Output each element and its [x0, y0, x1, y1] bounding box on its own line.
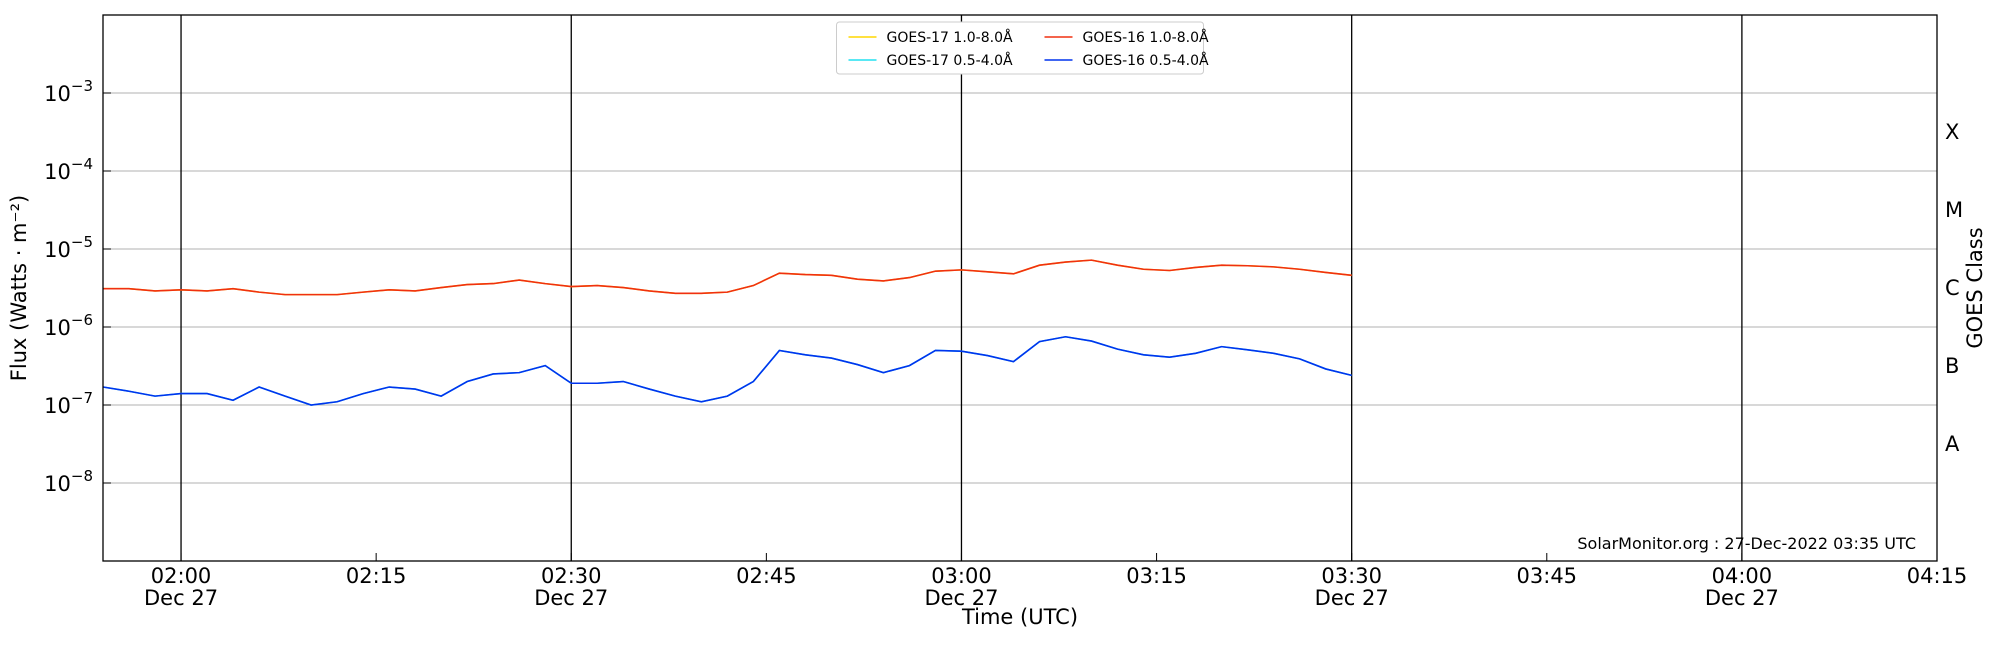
x-tick-date: Dec 27 [1315, 586, 1389, 610]
x-tick-label: 02:00 [151, 564, 212, 588]
y-tick-label: 10−6 [44, 311, 93, 340]
y-tick-exponent: −5 [71, 233, 93, 251]
y-tick-exponent: −4 [71, 155, 93, 173]
series-line [103, 259, 1352, 296]
y-tick-base: 10 [44, 472, 71, 496]
series-line [102, 335, 1352, 406]
series-line [102, 335, 1352, 406]
y-tick-base: 10 [44, 238, 71, 262]
y-tick-exponent: −6 [71, 311, 93, 329]
y-tick-base: 10 [44, 160, 71, 184]
annotation: SolarMonitor.org : 27-Dec-2022 03:35 UTC [1577, 534, 1916, 553]
x-tick-label: 03:15 [1126, 564, 1187, 588]
y-tick-base: 10 [44, 316, 71, 340]
y-tick-exponent: −7 [71, 389, 93, 407]
legend-label: GOES-17 1.0-8.0Å [887, 29, 1013, 46]
y2-tick-label: B [1945, 354, 1959, 378]
x-tick-date: Dec 27 [924, 586, 998, 610]
x-tick-date: Dec 27 [1705, 586, 1779, 610]
x-tick-label: 02:30 [541, 564, 602, 588]
x-tick-label: 04:15 [1907, 564, 1968, 588]
x-tick-label: 02:45 [736, 564, 797, 588]
y2-axis-label: GOES Class [1963, 227, 1987, 348]
legend-label: GOES-16 0.5-4.0Å [1083, 52, 1209, 69]
y-tick-exponent: −3 [71, 77, 93, 95]
x-tick-label: 03:45 [1517, 564, 1578, 588]
x-tick-label: 03:00 [931, 564, 992, 588]
y2-tick-label: M [1945, 198, 1963, 222]
x-axis-label: Time (UTC) [961, 605, 1078, 629]
y-tick-label: 10−4 [44, 155, 93, 184]
y-tick-label: 10−3 [44, 77, 93, 106]
legend-box [836, 21, 1204, 75]
y2-tick-label: X [1945, 120, 1959, 144]
y2-tick-label: A [1945, 432, 1960, 456]
legend-label: GOES-16 1.0-8.0Å [1083, 29, 1209, 46]
y-tick-base: 10 [44, 394, 71, 418]
x-tick-date: Dec 27 [144, 586, 218, 610]
x-tick-label: 02:15 [346, 564, 407, 588]
y-tick-exponent: −8 [71, 467, 93, 485]
y2-tick-label: C [1945, 276, 1960, 300]
x-tick-label: 03:30 [1321, 564, 1382, 588]
y-tick-base: 10 [44, 82, 71, 106]
y-tick-label: 10−8 [44, 467, 93, 496]
y-tick-label: 10−5 [44, 233, 93, 262]
series-line [103, 259, 1352, 296]
legend-label: GOES-17 0.5-4.0Å [887, 52, 1013, 69]
plot-frame [102, 14, 1938, 562]
x-tick-date: Dec 27 [534, 586, 608, 610]
y-axis-label: Flux (Watts · m⁻²) [7, 195, 31, 381]
y-tick-label: 10−7 [44, 389, 93, 418]
x-tick-label: 04:00 [1712, 564, 1773, 588]
